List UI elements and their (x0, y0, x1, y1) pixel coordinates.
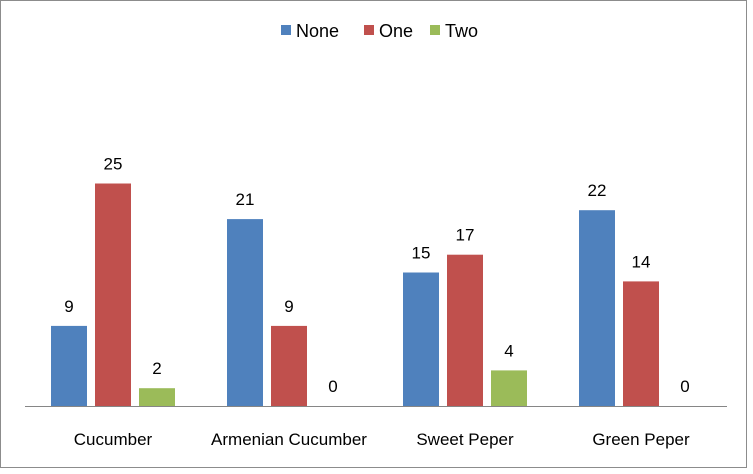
bar-one-2 (447, 254, 483, 406)
data-label-two-0: 2 (152, 359, 161, 378)
data-label-one-3: 14 (632, 252, 651, 271)
bar-none-3 (579, 210, 615, 406)
data-label-one-2: 17 (456, 226, 475, 245)
data-label-two-2: 4 (504, 341, 513, 360)
legend-label-two: Two (445, 21, 478, 41)
legend: None One Two (281, 21, 478, 41)
bar-none-2 (403, 272, 439, 406)
legend-swatch-none (281, 25, 291, 35)
bar-none-1 (227, 219, 263, 406)
bar-two-0 (139, 388, 175, 406)
legend-label-one: One (379, 21, 413, 41)
x-tick-label-0: Cucumber (74, 430, 153, 449)
data-label-none-3: 22 (588, 181, 607, 200)
x-tick-label-2: Sweet Peper (416, 430, 514, 449)
legend-swatch-one (364, 25, 374, 35)
legend-label-none: None (296, 21, 339, 41)
bar-two-2 (491, 370, 527, 406)
legend-swatch-two (430, 25, 440, 35)
data-label-none-0: 9 (64, 297, 73, 316)
data-label-one-0: 25 (104, 155, 123, 174)
data-label-none-1: 21 (236, 190, 255, 209)
x-tick-label-1: Armenian Cucumber (211, 430, 367, 449)
data-label-none-2: 15 (412, 244, 431, 263)
x-tick-label-3: Green Peper (592, 430, 690, 449)
bar-one-0 (95, 183, 131, 406)
data-labels: 9 25 2 21 9 0 15 17 4 22 14 0 (64, 155, 689, 397)
bars (51, 183, 659, 406)
x-tick-labels: Cucumber Armenian Cucumber Sweet Peper Gree… (74, 430, 690, 449)
bar-one-1 (271, 325, 307, 406)
bar-one-3 (623, 281, 659, 406)
bar-none-0 (51, 325, 87, 406)
data-label-two-1: 0 (328, 377, 337, 396)
data-label-two-3: 0 (680, 377, 689, 396)
data-label-one-1: 9 (284, 297, 293, 316)
